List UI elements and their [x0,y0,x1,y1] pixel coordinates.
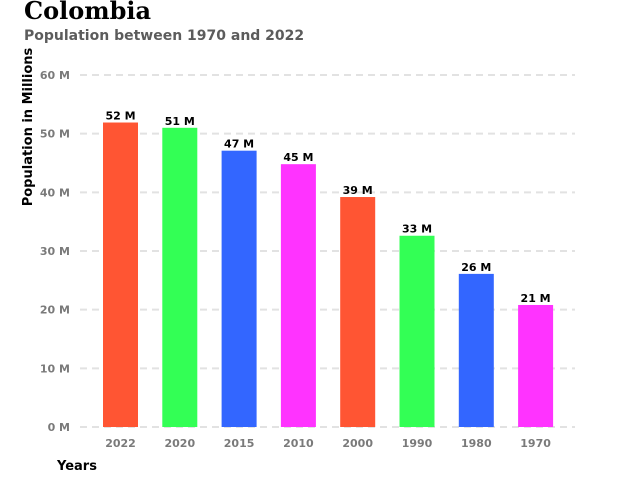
y-tick-label: 0 M [48,421,70,434]
x-tick-label: 2015 [224,437,255,450]
bar [399,235,435,427]
bars [103,122,554,428]
x-tick-label: 2020 [164,437,195,450]
y-tick-label: 60 M [40,69,70,82]
y-axis-label: Population in Millions [21,47,36,206]
data-label: 26 M [461,261,491,274]
y-tick-label: 50 M [40,128,70,141]
bar [221,150,257,427]
x-tick-label: 2022 [105,437,136,450]
data-label: 47 M [224,138,254,151]
data-label: 45 M [283,151,313,164]
x-tick-label: 1970 [520,437,551,450]
bar [103,122,138,428]
data-label: 39 M [343,184,373,197]
x-tick-label: 1980 [461,437,492,450]
x-axis-ticks: 2022 2020 2015 2010 2000 1990 1980 1970 [105,437,551,450]
y-axis-ticks: 0 M 10 M 20 M 30 M 40 M 50 M 60 M [40,69,70,434]
grid-lines [80,74,575,428]
y-tick-label: 40 M [40,186,70,199]
chart-title: Colombia [24,0,152,25]
data-label: 52 M [105,110,135,123]
x-tick-label: 2010 [283,437,314,450]
bar [340,197,376,427]
x-tick-label: 1990 [402,437,433,450]
bar [280,164,316,427]
x-tick-label: 2000 [342,437,373,450]
chart-subtitle: Population between 1970 and 2022 [24,28,305,44]
data-labels: 52 M 51 M 47 M 45 M 39 M 33 M 26 M 21 M [105,110,550,305]
y-tick-label: 30 M [40,245,70,258]
bar [518,304,554,427]
data-label: 51 M [165,115,195,128]
y-tick-label: 10 M [40,362,70,375]
bar [162,127,198,428]
bar [458,273,494,427]
data-label: 21 M [521,292,551,305]
x-axis-label: Years [56,459,97,474]
data-label: 33 M [402,223,432,236]
y-tick-label: 20 M [40,304,70,317]
